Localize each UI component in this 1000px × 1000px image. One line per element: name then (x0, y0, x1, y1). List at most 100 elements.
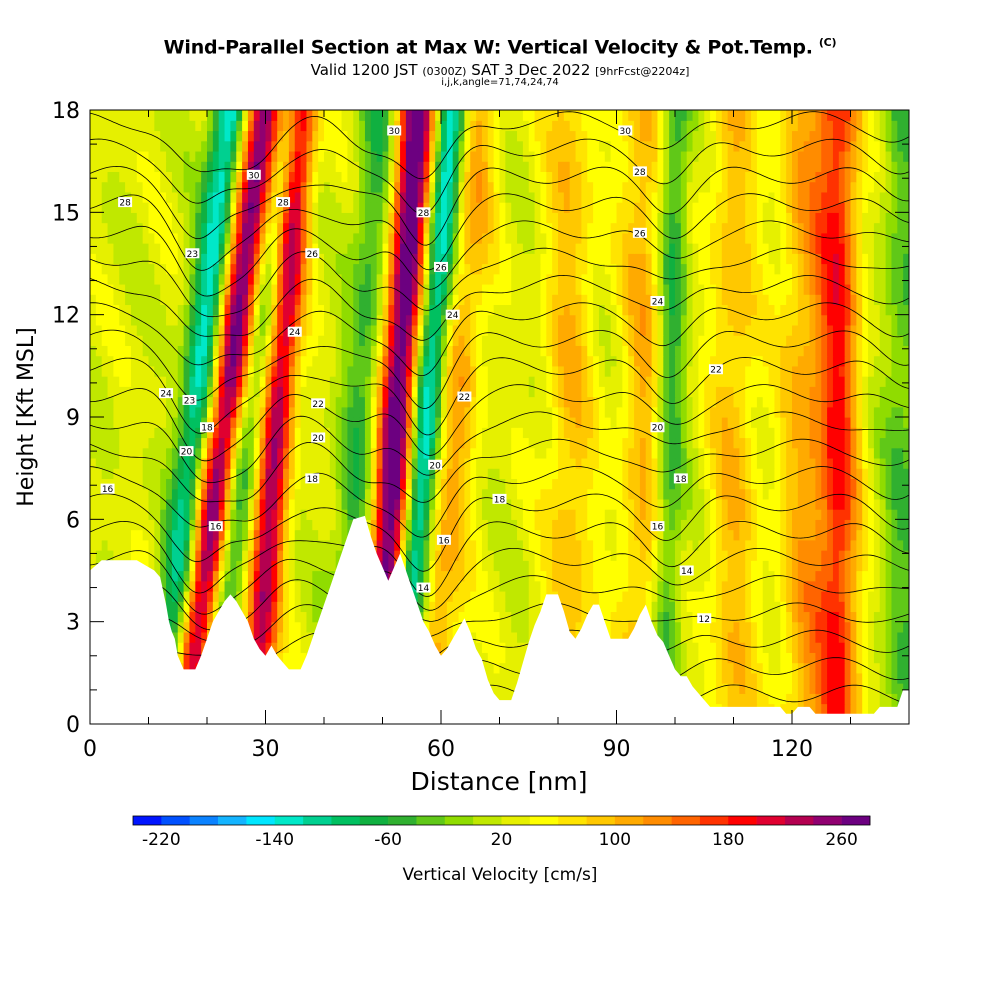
velocity-cell (288, 560, 296, 572)
velocity-cell (300, 417, 308, 428)
velocity-cell (534, 560, 542, 572)
velocity-cell (400, 539, 407, 551)
velocity-cell (827, 580, 834, 592)
velocity-cell (417, 509, 425, 520)
velocity-cell (324, 478, 331, 490)
velocity-cell (277, 427, 284, 439)
velocity-cell (622, 365, 629, 377)
velocity-cell (815, 642, 822, 653)
velocity-cell (686, 406, 694, 418)
velocity-cell (171, 519, 179, 531)
velocity-cell (540, 417, 547, 428)
velocity-cell (879, 570, 887, 582)
velocity-cell (499, 447, 506, 459)
velocity-cell (95, 437, 103, 449)
velocity-cell (113, 529, 120, 541)
velocity-cell (534, 498, 542, 510)
velocity-cell (119, 437, 126, 449)
velocity-cell (797, 447, 805, 459)
velocity-cell (581, 478, 588, 490)
velocity-cell (797, 406, 805, 418)
velocity-cell (879, 468, 887, 479)
velocity-cell (446, 468, 454, 479)
velocity-cell (675, 642, 682, 653)
velocity-cell (593, 396, 600, 408)
velocity-cell (411, 417, 419, 428)
velocity-cell (113, 417, 120, 428)
velocity-cell (786, 498, 793, 510)
velocity-cell (768, 509, 776, 520)
velocity-cell (745, 498, 752, 510)
velocity-cell (300, 468, 308, 479)
velocity-cell (704, 437, 711, 449)
velocity-cell (329, 406, 337, 418)
velocity-cell (879, 457, 887, 469)
velocity-cell (721, 376, 729, 387)
velocity-cell (885, 417, 893, 428)
velocity-cell (394, 437, 401, 449)
velocity-cell (517, 621, 524, 633)
velocity-cell (130, 519, 138, 531)
velocity-cell (247, 570, 255, 582)
velocity-cell (464, 457, 471, 469)
velocity-cell (809, 457, 816, 469)
velocity-cell (675, 539, 682, 551)
velocity-cell (458, 365, 465, 377)
velocity-cell (441, 468, 448, 479)
velocity-cell (797, 611, 805, 623)
velocity-cell (815, 468, 822, 479)
velocity-cell (704, 519, 711, 531)
velocity-cell (581, 590, 588, 602)
velocity-cell (563, 498, 571, 510)
velocity-cell (862, 376, 869, 387)
velocity-cell (207, 447, 214, 459)
velocity-cell (675, 457, 682, 469)
velocity-cell (376, 498, 384, 510)
velocity-cell (821, 580, 828, 592)
velocity-cell (721, 457, 729, 469)
velocity-cell (622, 509, 629, 520)
velocity-cell (464, 406, 471, 418)
velocity-cell (458, 560, 465, 572)
velocity-cell (745, 457, 752, 469)
velocity-cell (628, 468, 635, 479)
velocity-cell (300, 580, 308, 592)
velocity-cell (370, 406, 378, 418)
velocity-cell (639, 447, 647, 459)
velocity-cell (675, 386, 682, 398)
velocity-cell (441, 560, 448, 572)
velocity-cell (119, 498, 126, 510)
velocity-cell (446, 519, 454, 531)
velocity-cell (780, 631, 787, 643)
velocity-cell (663, 539, 670, 551)
velocity-cell (247, 498, 255, 510)
velocity-cell (341, 519, 348, 531)
velocity-cell (271, 550, 278, 561)
velocity-cell (253, 570, 261, 582)
velocity-cell (569, 355, 577, 367)
velocity-cell (312, 509, 319, 520)
velocity-cell (616, 488, 623, 500)
velocity-cell (745, 580, 752, 592)
velocity-cell (160, 570, 167, 582)
velocity-cell (265, 355, 272, 367)
velocity-cell (487, 355, 495, 367)
velocity-cell (505, 406, 512, 418)
velocity-cell (329, 488, 337, 500)
velocity-cell (283, 590, 290, 602)
velocity-cell (359, 509, 366, 520)
velocity-cell (253, 539, 261, 551)
velocity-cell (821, 478, 828, 490)
velocity-cell (236, 580, 243, 592)
velocity-cell (862, 539, 869, 551)
velocity-cell (288, 376, 296, 387)
velocity-cell (253, 376, 261, 387)
velocity-cell (710, 539, 717, 551)
velocity-cell (809, 642, 816, 653)
velocity-cell (879, 539, 887, 551)
velocity-cell (218, 468, 226, 479)
velocity-cell (201, 611, 208, 623)
velocity-cell (481, 550, 489, 561)
velocity-cell (721, 478, 729, 490)
velocity-cell (721, 683, 729, 694)
